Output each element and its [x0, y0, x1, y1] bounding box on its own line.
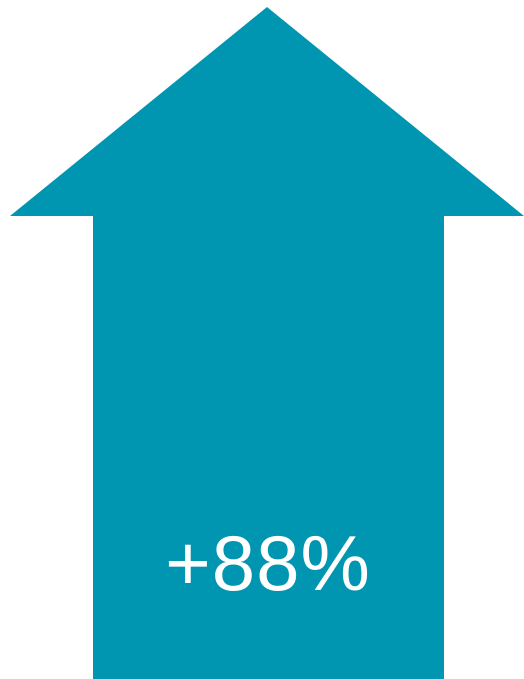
percentage-change-label: +88% — [165, 519, 371, 607]
arrow-shape — [10, 7, 524, 679]
